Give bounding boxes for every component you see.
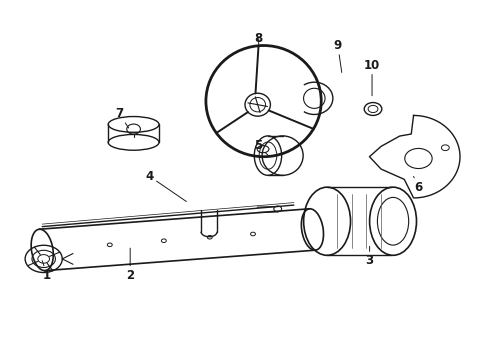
Text: 7: 7 xyxy=(115,107,129,128)
Text: 1: 1 xyxy=(42,261,51,282)
Text: 2: 2 xyxy=(126,248,134,282)
Text: 5: 5 xyxy=(254,139,269,156)
Text: 3: 3 xyxy=(366,246,374,267)
Text: 9: 9 xyxy=(334,39,342,72)
Text: 10: 10 xyxy=(364,59,380,96)
Text: 6: 6 xyxy=(414,176,422,194)
Text: 8: 8 xyxy=(255,32,263,45)
Text: 4: 4 xyxy=(146,170,186,202)
